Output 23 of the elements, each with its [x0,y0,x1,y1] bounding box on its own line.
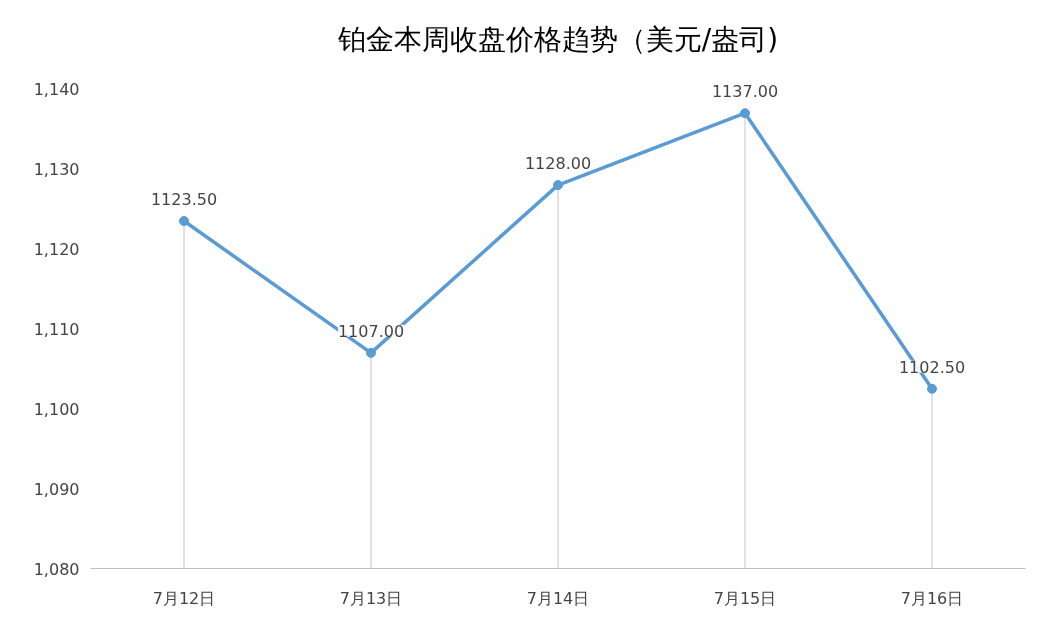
point [553,180,563,191]
x-tick-label: 7月15日 [713,588,777,608]
y-tick-label: 1,120 [33,240,80,259]
y-tick-label: 1,110 [33,319,80,339]
y-tick-label: 1,130 [33,160,80,180]
y-tick-label: 1,090 [33,479,80,499]
x-tick-label: 7月16日 [900,588,964,608]
x-tick-label: 7月12日 [152,588,216,608]
point [740,108,750,119]
y-tick-label: 1,100 [33,399,80,419]
x-tick-label: 7月14日 [526,588,590,608]
text: 1102.50 [898,357,966,377]
y-tick-label: 1,140 [33,80,80,100]
x-tick-label: 7月13日 [339,588,403,608]
text: 1107.00 [337,321,405,341]
point [927,383,937,394]
y-tick-label: 1,080 [33,559,80,579]
point [366,347,376,358]
text: 1128.00 [524,154,592,174]
text: 1137.00 [711,82,779,102]
point [179,216,189,227]
text: 1123.50 [150,190,218,210]
chart-title: 铂金本周收盘价格趋势（美元/盎司) [336,22,779,56]
